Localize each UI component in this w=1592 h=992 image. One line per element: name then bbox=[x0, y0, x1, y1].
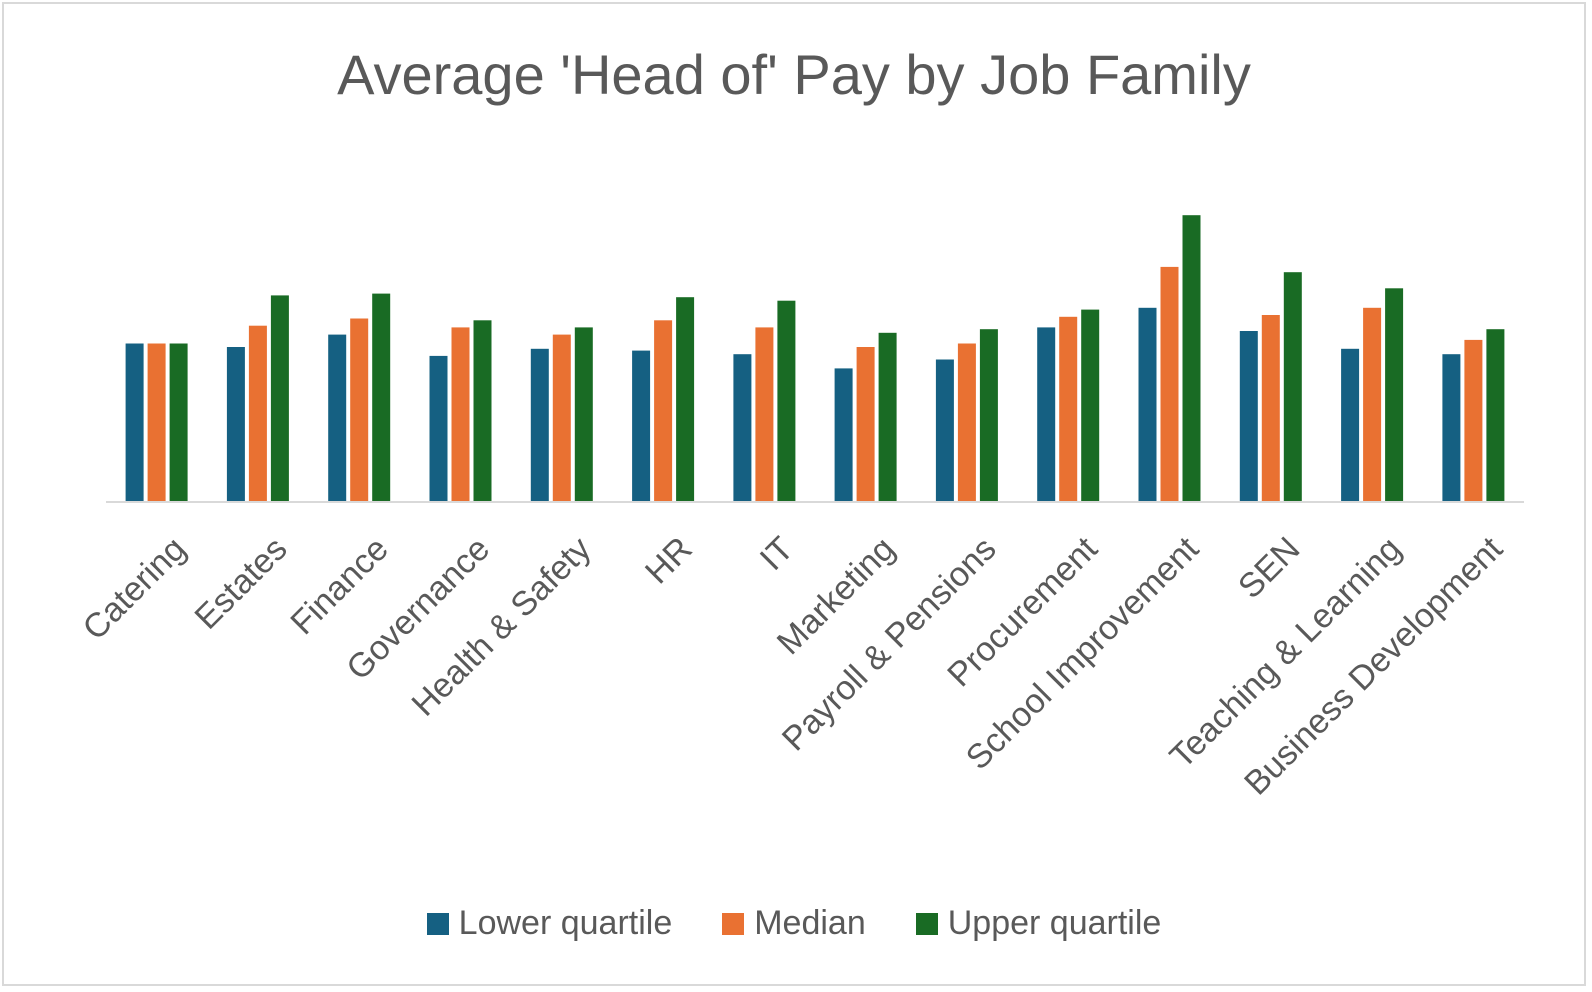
bar-estates-lower-quartile bbox=[226, 347, 245, 502]
category-label: IT bbox=[753, 530, 801, 578]
bar-procurement-median bbox=[1059, 316, 1078, 503]
legend: Lower quartile Median Upper quartile bbox=[4, 904, 1584, 943]
bar-business-development-upper-quartile bbox=[1486, 329, 1505, 502]
bar-payroll-pensions-upper-quartile bbox=[979, 329, 998, 502]
bar-catering-median bbox=[147, 343, 166, 502]
bar-sen-median bbox=[1261, 315, 1280, 502]
legend-item: Lower quartile bbox=[426, 904, 673, 943]
bar-school-improvement-upper-quartile bbox=[1182, 215, 1201, 502]
bar-marketing-lower-quartile bbox=[834, 368, 853, 502]
legend-label: Upper quartile bbox=[947, 904, 1162, 942]
bar-health-safety-lower-quartile bbox=[530, 348, 549, 502]
bar-procurement-lower-quartile bbox=[1037, 327, 1056, 502]
bar-finance-upper-quartile bbox=[372, 293, 391, 502]
bar-catering-lower-quartile bbox=[125, 343, 144, 502]
bar-governance-upper-quartile bbox=[473, 320, 492, 502]
bar-business-development-lower-quartile bbox=[1442, 354, 1461, 502]
bar-estates-upper-quartile bbox=[270, 295, 289, 502]
bar-hr-median bbox=[654, 320, 673, 502]
bar-finance-lower-quartile bbox=[328, 334, 347, 502]
bar-catering-upper-quartile bbox=[169, 343, 188, 502]
category-label: Estates bbox=[188, 530, 295, 637]
legend-item: Median bbox=[722, 904, 866, 943]
bar-finance-median bbox=[350, 318, 369, 502]
bar-school-improvement-median bbox=[1160, 266, 1179, 502]
category-label: SEN bbox=[1231, 530, 1307, 606]
bar-health-safety-upper-quartile bbox=[574, 327, 593, 502]
bar-payroll-pensions-lower-quartile bbox=[935, 359, 954, 502]
bar-it-lower-quartile bbox=[733, 354, 752, 502]
bar-business-development-median bbox=[1464, 339, 1483, 502]
legend-label: Median bbox=[754, 904, 866, 942]
bar-health-safety-median bbox=[552, 334, 571, 502]
bar-school-improvement-lower-quartile bbox=[1138, 307, 1157, 502]
bar-teaching-learning-lower-quartile bbox=[1341, 348, 1360, 502]
bar-sen-upper-quartile bbox=[1283, 272, 1302, 502]
legend-label: Lower quartile bbox=[458, 904, 673, 942]
bar-governance-lower-quartile bbox=[429, 355, 448, 502]
legend-swatch bbox=[426, 912, 449, 935]
bar-governance-median bbox=[451, 327, 470, 502]
category-label: Health & Safety bbox=[404, 530, 598, 724]
bar-marketing-median bbox=[856, 347, 875, 502]
bar-procurement-upper-quartile bbox=[1081, 309, 1100, 502]
bar-payroll-pensions-median bbox=[957, 343, 976, 502]
chart-title: Average 'Head of' Pay by Job Family bbox=[337, 43, 1251, 106]
category-label: Catering bbox=[76, 530, 194, 648]
legend-swatch bbox=[722, 912, 745, 935]
bar-teaching-learning-upper-quartile bbox=[1385, 288, 1404, 503]
bar-it-upper-quartile bbox=[777, 300, 796, 502]
bar-teaching-learning-median bbox=[1363, 307, 1382, 502]
bar-marketing-upper-quartile bbox=[878, 332, 897, 502]
category-label: HR bbox=[638, 530, 700, 592]
bars-group bbox=[125, 215, 1505, 503]
legend-swatch bbox=[915, 912, 938, 935]
bar-sen-lower-quartile bbox=[1239, 331, 1258, 502]
legend-item: Upper quartile bbox=[915, 904, 1162, 943]
bar-hr-upper-quartile bbox=[676, 297, 695, 502]
bar-it-median bbox=[755, 327, 774, 502]
bar-hr-lower-quartile bbox=[632, 350, 651, 502]
bar-estates-median bbox=[248, 325, 267, 502]
